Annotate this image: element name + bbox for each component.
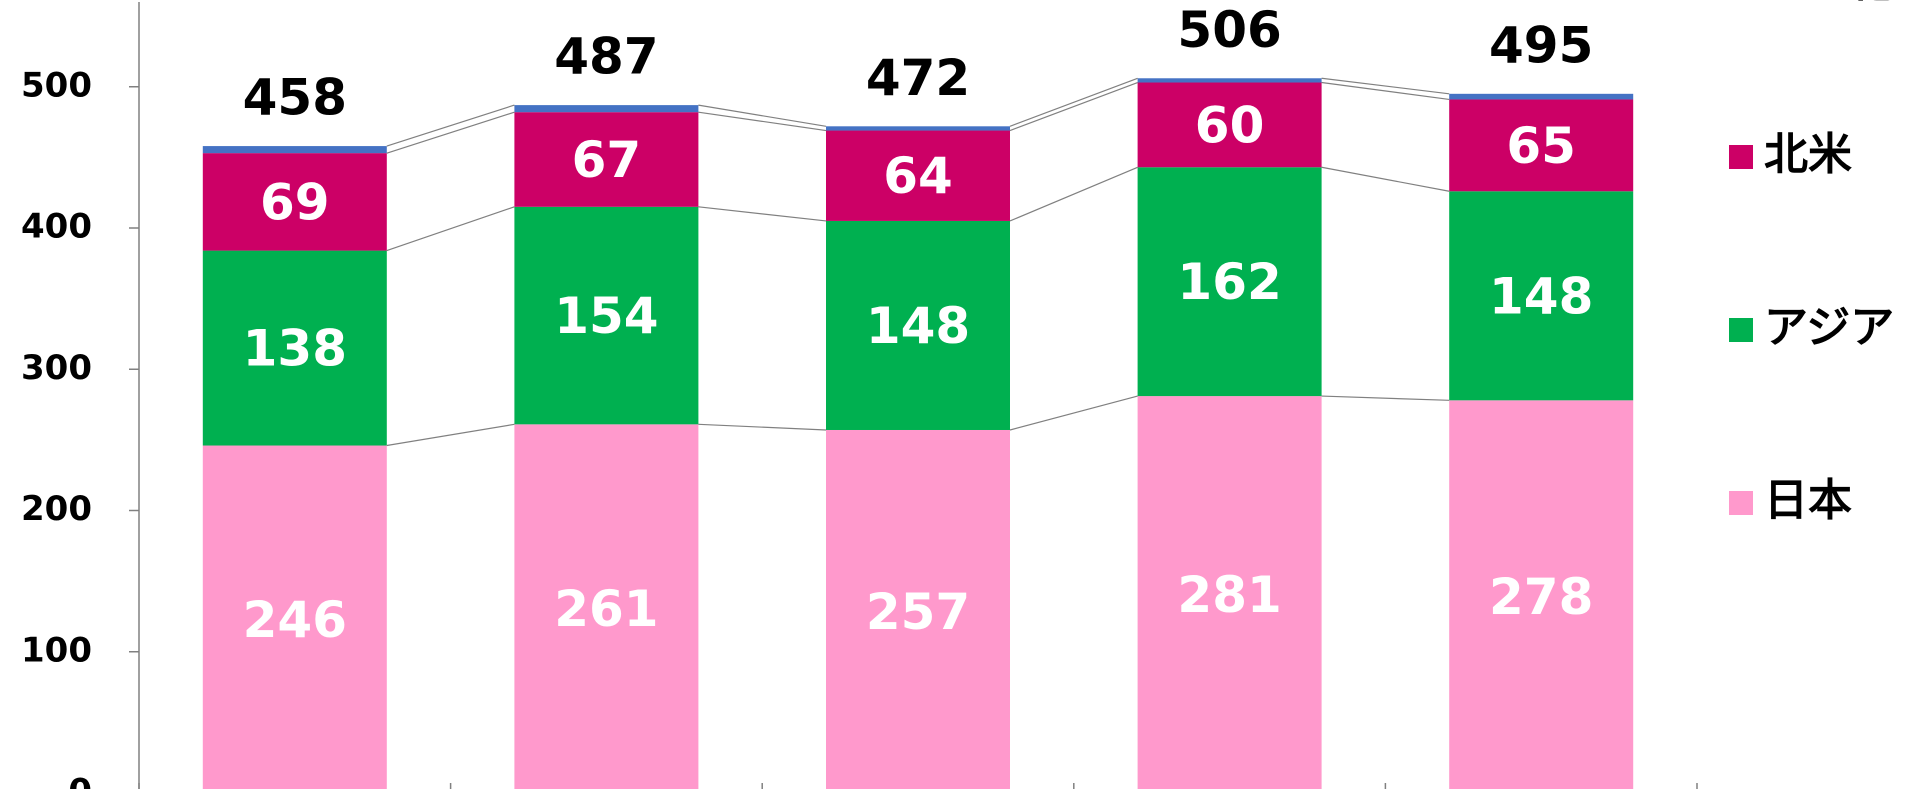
bar-segment [202, 153, 387, 251]
series-line [386, 104, 515, 147]
legend-label: 日本 [1764, 475, 1852, 526]
y-tick-label: 400 [21, 207, 92, 247]
legend-swatch [1729, 491, 1753, 515]
bar-segment [514, 105, 699, 113]
bar-segment [1137, 167, 1322, 397]
data-label: 148 [1489, 267, 1593, 325]
bar-segment [826, 126, 1010, 131]
data-label: 246 [243, 591, 347, 649]
bar-segment [202, 146, 387, 154]
legend-swatch [1729, 145, 1753, 169]
bar-segment [1449, 191, 1634, 401]
series-line [698, 111, 827, 132]
series-line [386, 423, 515, 447]
series-line [698, 206, 827, 222]
bar-segment [514, 206, 699, 425]
data-label: 261 [554, 580, 658, 638]
series-line [386, 111, 515, 154]
legend-label: アジア [1764, 302, 1894, 353]
bar-segment [826, 220, 1010, 430]
y-tick-label: 200 [21, 489, 92, 529]
data-label: 154 [554, 287, 658, 345]
bar-segment [1137, 396, 1322, 789]
data-label: 257 [866, 583, 970, 641]
legend-label: 北米 [1764, 129, 1852, 180]
series-line [1321, 77, 1450, 95]
series-line [1321, 166, 1450, 192]
bar-segment [1449, 93, 1634, 100]
bar-segment [1449, 99, 1634, 192]
data-label: 148 [866, 297, 970, 355]
series-line [1009, 166, 1138, 222]
y-tick-label: 500 [21, 65, 92, 105]
data-label: 67 [572, 131, 642, 189]
bar-segment [1449, 400, 1634, 789]
y-tick-label: 100 [21, 630, 92, 670]
data-label: 138 [243, 320, 347, 378]
legend-swatch [1729, 318, 1753, 342]
total-label: 458 [243, 69, 347, 127]
series-line [698, 423, 827, 431]
total-label: 506 [1177, 1, 1281, 59]
data-label: 65 [1506, 117, 1576, 175]
data-label: 69 [260, 173, 330, 231]
series-line [1321, 81, 1450, 101]
bar-segment [826, 429, 1010, 789]
bar-segment [514, 112, 699, 207]
legend-label: その他 [1764, 0, 1896, 7]
bar-segment [514, 424, 699, 789]
series-line [1009, 81, 1138, 132]
bar-segment [202, 250, 387, 446]
total-label: 495 [1489, 16, 1593, 74]
bar-segment [1137, 82, 1322, 168]
data-label: 64 [883, 147, 953, 205]
y-tick-label: 300 [21, 348, 92, 388]
series-line [386, 206, 515, 252]
data-label: 278 [1489, 568, 1593, 626]
y-tick-label: 0 [68, 772, 92, 789]
series-line [1009, 77, 1138, 127]
data-label: 60 [1195, 96, 1265, 154]
bar-segment [1137, 78, 1322, 83]
total-label: 472 [866, 49, 970, 107]
data-label: 281 [1177, 566, 1281, 624]
bar-segment [202, 445, 387, 789]
bar-segment [826, 130, 1010, 221]
total-label: 487 [554, 28, 658, 86]
series-line [1321, 395, 1450, 401]
series-line [698, 104, 827, 127]
data-label: 162 [1177, 253, 1281, 311]
series-line [1009, 395, 1138, 431]
